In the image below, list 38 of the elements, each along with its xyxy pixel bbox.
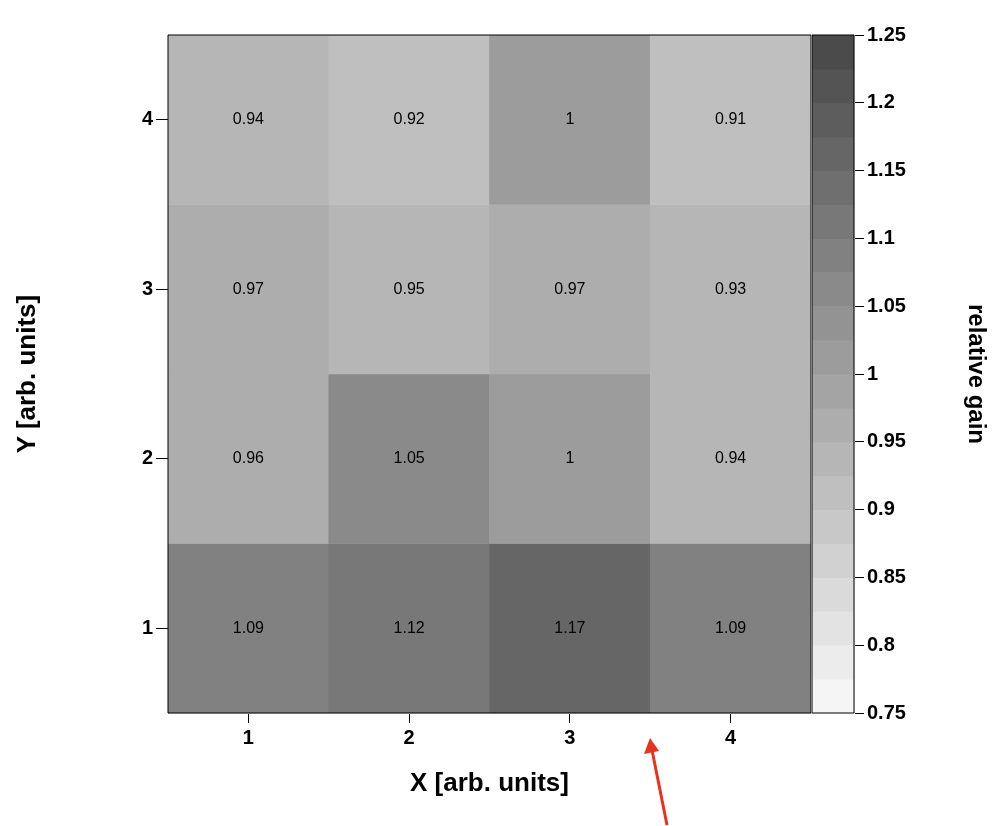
- x-tick-label: 4: [725, 725, 738, 748]
- data-label: 0.91: [715, 110, 747, 128]
- data-label: 1.09: [232, 618, 265, 636]
- y-tick-label: 2: [141, 446, 153, 469]
- color-bar-label: 1.15: [867, 158, 906, 181]
- color-bar-label: 0.95: [867, 429, 906, 452]
- data-label: 0.94: [232, 110, 265, 128]
- color-bar-label: 1.1: [867, 225, 895, 248]
- color-bar-title: relative gain: [963, 303, 991, 445]
- color-bar-label: 1.2: [867, 90, 895, 113]
- color-bar-label: 1.05: [867, 293, 906, 316]
- data-label: 1: [565, 449, 575, 467]
- data-label: 1.05: [393, 449, 425, 467]
- x-tick-label: 1: [242, 725, 254, 748]
- y-tick-label: 1: [141, 615, 153, 638]
- data-label: 0.94: [715, 449, 747, 467]
- data-label: 0.92: [393, 110, 425, 128]
- x-tick-label: 2: [403, 725, 415, 748]
- x-tick-label: 3: [564, 725, 576, 748]
- x-axis-title: X [arb. units]: [410, 766, 569, 797]
- color-bar-label: 1.25: [867, 22, 906, 45]
- color-bar-label: 0.85: [867, 564, 906, 587]
- y-tick-label: 4: [141, 107, 154, 130]
- y-axis-title: Y [arb. units]: [10, 294, 41, 454]
- data-label: 1.09: [715, 618, 747, 636]
- data-label: 1: [565, 110, 575, 128]
- data-label: 0.97: [232, 279, 265, 297]
- data-label: 1.17: [554, 618, 586, 636]
- y-tick-label: 3: [141, 276, 153, 299]
- data-label: 1.12: [393, 618, 425, 636]
- color-bar-label: 0.8: [867, 632, 895, 655]
- data-label: 0.93: [715, 279, 747, 297]
- color-bar-label: 0.75: [867, 700, 906, 723]
- color-bar-label: 1: [867, 361, 879, 384]
- color-bar-label: 0.9: [867, 497, 895, 520]
- data-label: 0.97: [554, 279, 586, 297]
- data-label: 0.96: [232, 449, 265, 467]
- data-label: 0.95: [393, 279, 425, 297]
